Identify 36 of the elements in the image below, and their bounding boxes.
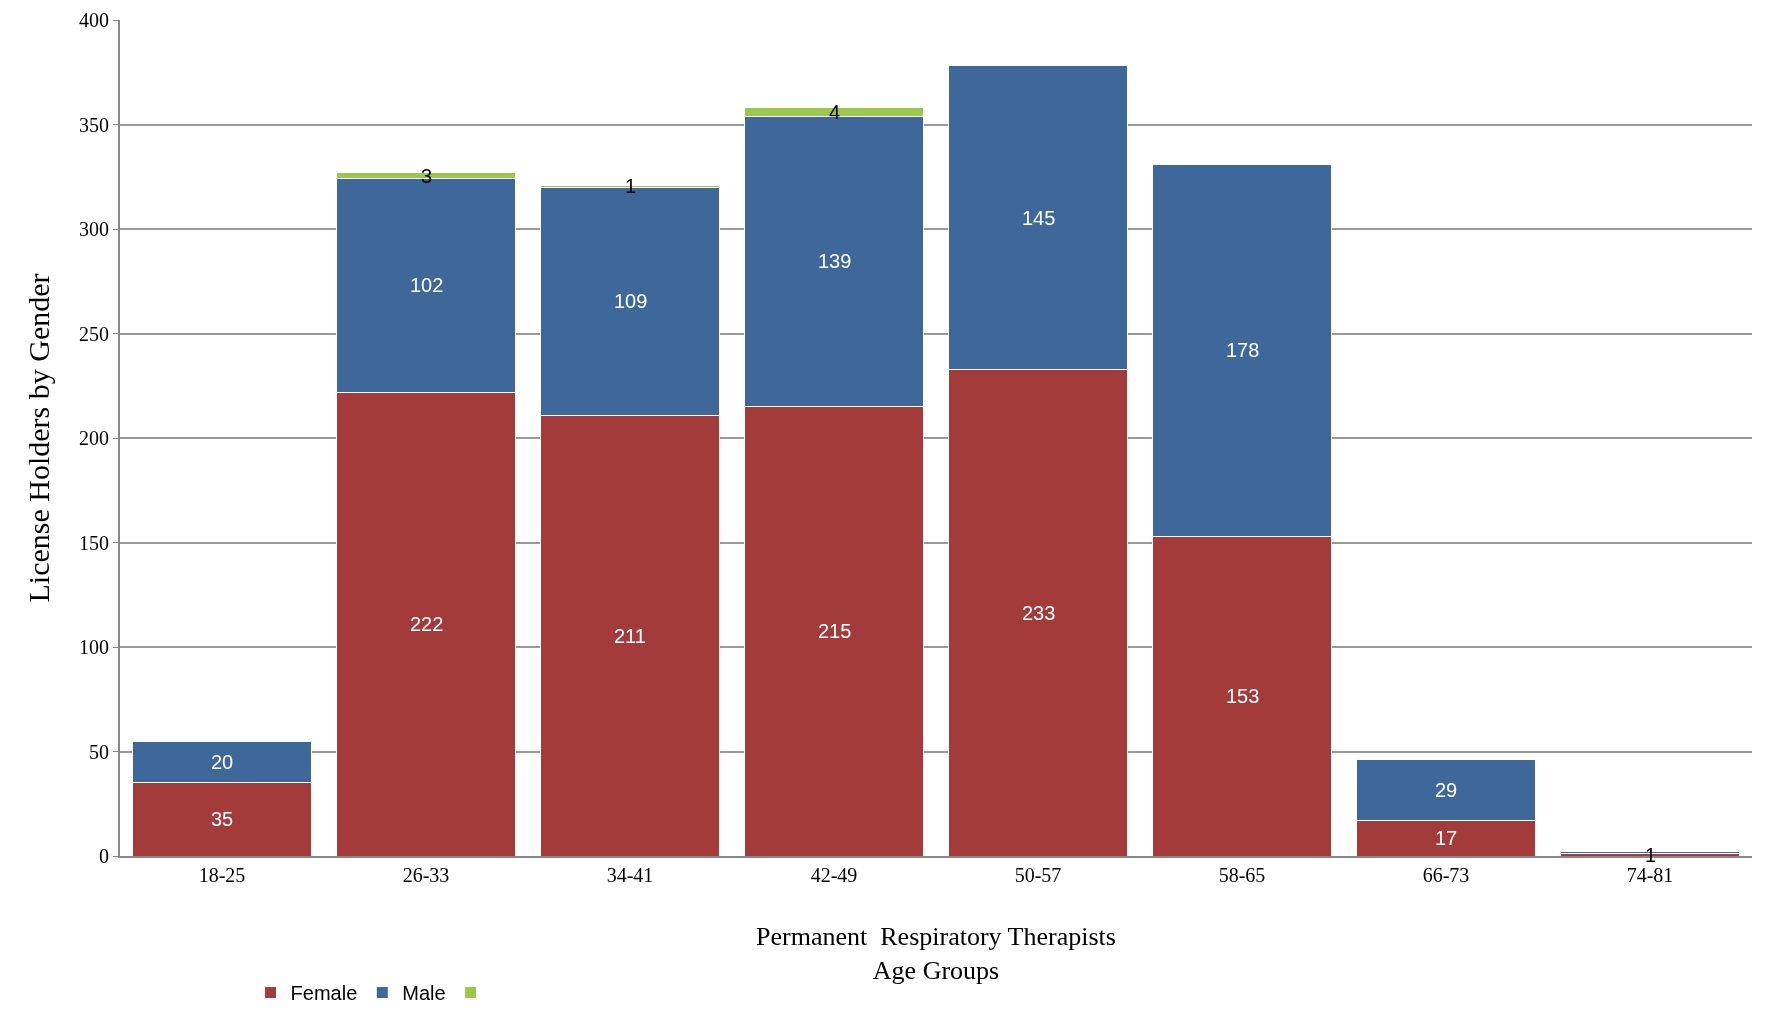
y-axis-title: License Holders by Gender: [22, 273, 55, 603]
y-tick-label: 0: [99, 845, 109, 867]
y-tick-label: 50: [89, 740, 109, 763]
x-tick-label: 74-81: [1626, 864, 1674, 886]
legend-label: Male: [402, 982, 446, 1005]
data-label: 29: [1435, 779, 1458, 801]
data-label: 178: [1226, 339, 1260, 361]
x-tick-label: 58-65: [1218, 864, 1266, 886]
y-tick-label: 200: [79, 427, 109, 449]
data-label: 102: [410, 274, 444, 296]
data-label: 17: [1435, 827, 1458, 849]
data-label: 215: [818, 620, 852, 642]
data-label: 109: [614, 290, 648, 312]
y-tick-label: 350: [79, 113, 109, 136]
x-tick-label: 34-41: [606, 864, 654, 886]
data-label: 1: [625, 175, 637, 197]
data-label: 211: [614, 625, 646, 647]
legend-label: Female: [290, 982, 358, 1005]
x-tick-label: 42-49: [810, 864, 858, 886]
data-label: 139: [818, 250, 852, 272]
data-label: 153: [1226, 685, 1260, 707]
data-label: 20: [211, 751, 234, 773]
y-tick-label: 100: [79, 636, 109, 658]
x-tick-label: 18-25: [198, 864, 246, 886]
data-label: 145: [1022, 207, 1056, 229]
y-tick-label: 250: [79, 322, 109, 345]
x-tick-label: 26-33: [402, 864, 450, 886]
data-label: 35: [211, 808, 234, 830]
y-tick-label: 400: [79, 9, 109, 31]
y-tick-label: 300: [79, 218, 109, 240]
data-label: 222: [410, 613, 444, 635]
data-label: 233: [1022, 602, 1056, 624]
y-tick-label: 150: [79, 531, 109, 554]
x-axis-title: Permanent Respiratory Therapists Age Groups: [756, 922, 1116, 985]
x-tick-label: 50-57: [1014, 864, 1062, 886]
x-tick-label: 66-73: [1422, 864, 1470, 886]
